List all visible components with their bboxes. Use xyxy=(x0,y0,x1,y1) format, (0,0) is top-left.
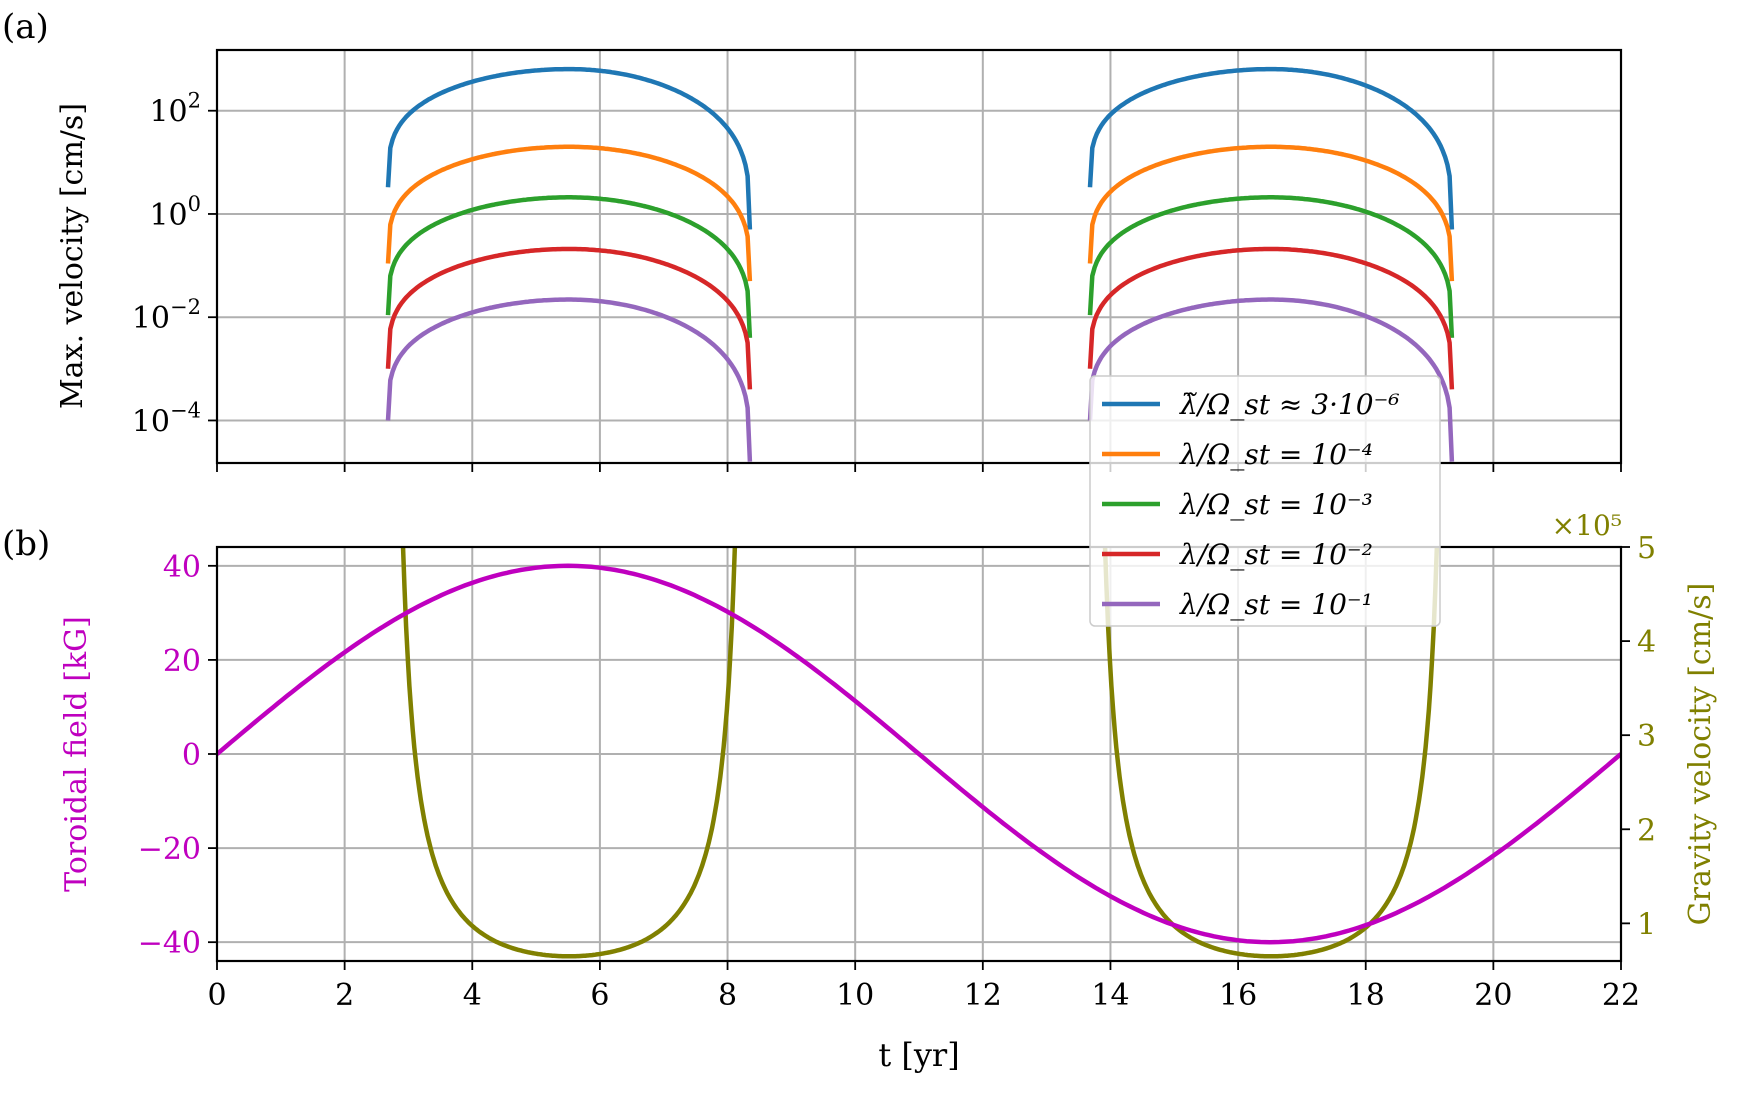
legend-entry-label: λ̃/Ω_st ≈ 3·10⁻⁶ xyxy=(1179,388,1400,421)
legend-entry-label: λ/Ω_st = 10⁻² xyxy=(1179,538,1373,571)
panel-b-xtick-label: 8 xyxy=(718,978,737,1013)
panel-b-xtick-label: 22 xyxy=(1602,978,1640,1013)
panel-a-plot: 10−4 10−2 100 102 Max. velocity [cm/s] xyxy=(55,48,1623,472)
panel-b-xtick-label: 18 xyxy=(1347,978,1385,1013)
panel-b-ytick-label-right: 2 xyxy=(1637,813,1656,848)
panel-b-xtick-label: 10 xyxy=(836,978,874,1013)
panel-b-right-multiplier: ×10⁵ xyxy=(1552,509,1622,542)
panel-b-ytick-label-right: 5 xyxy=(1637,531,1656,566)
panel-a-frame xyxy=(215,48,1623,465)
panel-b-toroidal-line xyxy=(217,563,1621,945)
legend-entry-label: λ/Ω_st = 10⁻¹ xyxy=(1179,588,1373,621)
panel-b-xtick-label: 12 xyxy=(964,978,1002,1013)
panel-b-ytick-label-left: 0 xyxy=(182,738,201,773)
panel-a-series-line xyxy=(1087,195,1455,338)
panel-a-ytick-label: 100 xyxy=(149,192,201,233)
panel-b-ytick-label-left: 20 xyxy=(163,644,201,679)
panel-b-series xyxy=(217,547,1621,959)
panel-a-series xyxy=(385,66,1455,462)
panel-b-ytick-label-right: 1 xyxy=(1637,907,1656,942)
panel-a-series-line xyxy=(385,246,753,390)
panel-b-xtick-label: 0 xyxy=(207,978,226,1013)
panel-a-series-line xyxy=(385,195,753,338)
panel-b-ytick-label-left: −20 xyxy=(138,832,201,867)
panel-b-xtick-label: 4 xyxy=(463,978,482,1013)
panel-b-ytick-label-right: 4 xyxy=(1637,625,1656,660)
panel-b-xtick-label: 20 xyxy=(1474,978,1512,1013)
panel-a-series-line xyxy=(1087,66,1455,230)
legend-entry-label: λ/Ω_st = 10⁻⁴ xyxy=(1179,438,1373,471)
panel-label-a: (a) xyxy=(2,7,49,47)
panel-b-ytick-label-right: 3 xyxy=(1637,719,1656,754)
panel-b-gravity-line xyxy=(400,547,738,959)
panel-b-ytick-label-left: 40 xyxy=(163,550,201,585)
panel-a-ytick-label: 10−2 xyxy=(132,295,201,336)
panel-a-series-line xyxy=(1087,246,1455,390)
panel-b-xtick-label: 6 xyxy=(590,978,609,1013)
panel-b-xtick-label: 16 xyxy=(1219,978,1257,1013)
legend: λ̃/Ω_st ≈ 3·10⁻⁶ λ/Ω_st = 10⁻⁴ λ/Ω_st = 10… xyxy=(1089,375,1441,627)
panel-a-ytick-label: 10−4 xyxy=(132,398,201,439)
panel-a-series-line xyxy=(1087,297,1455,462)
panel-a-series-line xyxy=(385,144,753,282)
panel-b-ylabel-left: Toroidal field [kG] xyxy=(59,616,94,892)
panel-a-ylabel: Max. velocity [cm/s] xyxy=(55,103,90,409)
panel-a-series-line xyxy=(385,66,753,230)
panel-b-ytick-label-left: −40 xyxy=(138,926,201,961)
panel-b-xtick-label: 2 xyxy=(335,978,354,1013)
legend-box xyxy=(1089,375,1441,627)
panel-a-series-line xyxy=(385,297,753,462)
panel-b-gravity-line xyxy=(1102,547,1440,959)
panel-b-ylabel-right: Gravity velocity [cm/s] xyxy=(1683,583,1718,926)
panel-a-ticks: 10−4 10−2 100 102 xyxy=(132,89,1622,472)
panel-b-xlabel: t [yr] xyxy=(878,1036,959,1074)
panel-a-ytick-label: 102 xyxy=(149,89,201,130)
panel-b-xtick-label: 14 xyxy=(1091,978,1129,1013)
panel-a-series-line xyxy=(1087,144,1455,282)
panel-label-b: (b) xyxy=(2,524,50,564)
legend-entry-label: λ/Ω_st = 10⁻³ xyxy=(1179,488,1373,521)
